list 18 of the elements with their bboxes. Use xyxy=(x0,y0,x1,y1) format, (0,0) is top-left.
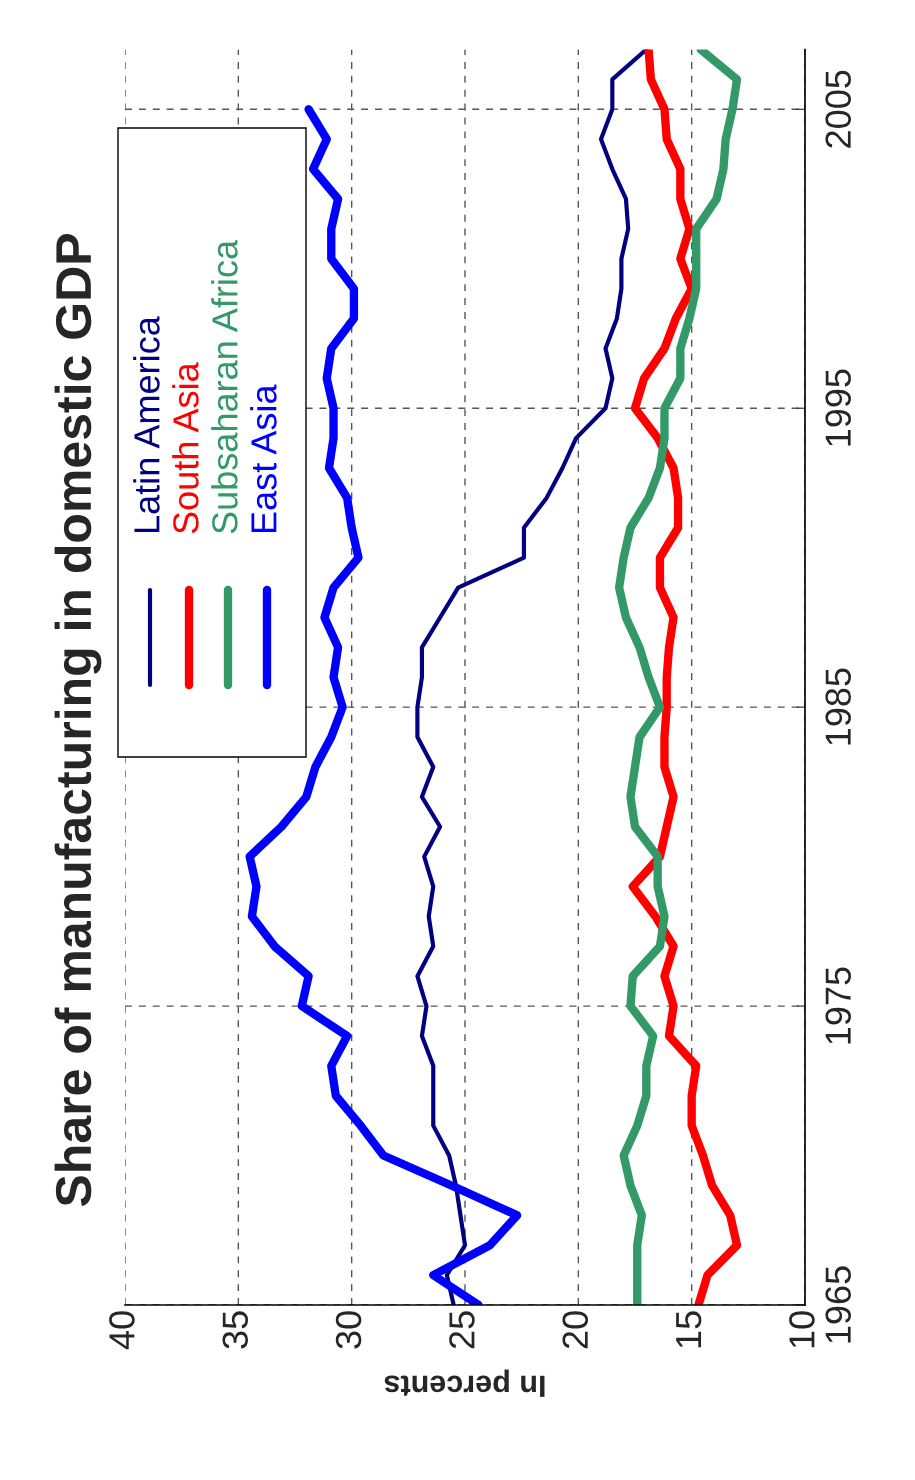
x-tick-label: 25 xyxy=(449,1311,475,1349)
y-tick-label: 1985 xyxy=(825,668,851,745)
x-tick-label: 35 xyxy=(222,1311,249,1349)
y-tick-label: 1975 xyxy=(825,967,851,1044)
text: South Asia xyxy=(172,362,199,534)
x-tick-label: 20 xyxy=(562,1311,589,1349)
y-tick-label: 1995 xyxy=(825,369,851,446)
y-tick-label: 1965 xyxy=(825,1266,851,1343)
text: Latin America xyxy=(133,316,160,533)
x-tick-label: 30 xyxy=(335,1311,362,1349)
x-axis-title: In percents xyxy=(384,1369,545,1397)
x-tick-label: 40 xyxy=(109,1311,135,1350)
y-tick-label: 2005 xyxy=(825,70,851,148)
x-tick-label: 10 xyxy=(789,1311,815,1348)
text: Share of manufacturing in domestic GDP xyxy=(54,234,102,1207)
x-tick-label: 15 xyxy=(676,1311,702,1348)
text: East Asia xyxy=(250,384,277,533)
text: Subsaharan Africa xyxy=(211,239,238,534)
